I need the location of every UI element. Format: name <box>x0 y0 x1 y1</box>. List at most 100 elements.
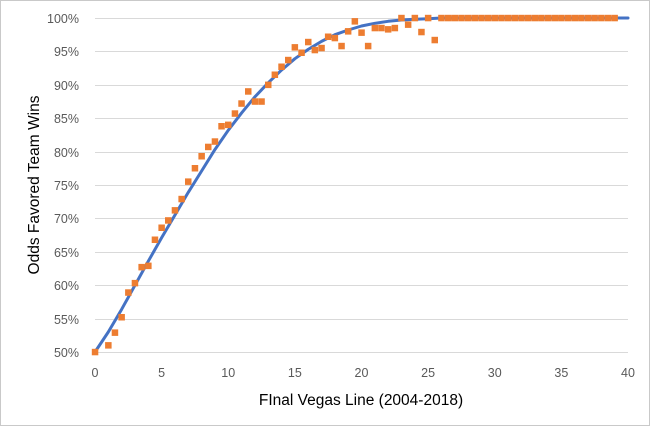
data-point <box>271 71 279 78</box>
data-point <box>604 14 612 22</box>
data-point <box>358 29 365 36</box>
y-tick-label: 50% <box>54 346 79 360</box>
y-tick-label: 95% <box>54 45 79 59</box>
data-point <box>364 42 372 50</box>
data-point <box>125 289 132 296</box>
data-point <box>544 14 552 22</box>
data-point <box>484 14 492 22</box>
data-point <box>111 329 119 336</box>
data-point <box>464 14 472 22</box>
data-point <box>571 14 578 22</box>
data-point <box>165 217 172 224</box>
y-tick-label: 100% <box>47 12 79 26</box>
y-tick-label: 75% <box>54 179 79 193</box>
data-point <box>151 236 159 243</box>
data-point <box>138 263 145 271</box>
y-tick-label: 70% <box>54 212 79 226</box>
data-point <box>225 121 232 129</box>
data-point <box>511 14 518 22</box>
x-tick-label: 15 <box>288 366 302 380</box>
data-point <box>591 14 598 22</box>
data-point <box>351 18 359 25</box>
data-point <box>105 342 112 349</box>
data-point <box>418 28 425 36</box>
data-points-series <box>91 14 618 356</box>
data-point <box>404 21 412 28</box>
data-point <box>491 14 498 22</box>
data-point <box>498 14 505 22</box>
data-point <box>391 24 399 32</box>
x-tick-label: 40 <box>621 366 635 380</box>
x-tick-label: 20 <box>355 366 369 380</box>
data-point <box>311 46 319 54</box>
x-axis-title: FInal Vegas Line (2004-2018) <box>259 392 463 409</box>
data-point <box>478 14 485 22</box>
data-point <box>158 224 165 231</box>
data-point <box>198 153 205 160</box>
x-tick-label: 35 <box>554 366 568 380</box>
y-tick-label: 90% <box>54 79 79 93</box>
data-point <box>411 14 419 22</box>
data-point <box>424 14 432 22</box>
data-point <box>211 138 219 145</box>
data-point <box>278 63 285 70</box>
data-point <box>178 195 185 203</box>
data-point <box>298 49 305 56</box>
data-point <box>398 14 405 22</box>
data-point <box>91 348 99 356</box>
y-axis-title: Odds Favored Team Wins <box>26 95 43 274</box>
data-point <box>305 38 312 46</box>
y-tick-label: 85% <box>54 112 79 126</box>
gridlines <box>95 18 628 320</box>
data-point <box>291 44 299 51</box>
data-point <box>551 14 558 22</box>
data-point <box>344 28 352 35</box>
data-point <box>438 14 445 22</box>
data-point <box>384 26 392 33</box>
data-point <box>285 56 292 64</box>
y-tick-labels: 50% 55% 60% 65% 70% 75% 80% 85% 90% 95% 100% <box>47 12 79 360</box>
x-tick-label: 10 <box>221 366 235 380</box>
data-point <box>145 262 152 270</box>
data-point <box>171 207 179 214</box>
y-tick-label: 80% <box>54 146 79 160</box>
data-point <box>518 14 525 22</box>
data-point <box>451 14 458 22</box>
data-point <box>538 14 545 22</box>
x-tick-labels: 0 5 10 15 20 25 30 35 40 <box>92 366 635 380</box>
data-point <box>471 14 478 22</box>
data-point <box>131 279 139 287</box>
y-tick-label: 55% <box>54 313 79 327</box>
data-point <box>584 14 592 22</box>
data-point <box>238 100 245 107</box>
data-point <box>258 98 265 105</box>
data-point <box>318 44 325 52</box>
data-point <box>118 314 125 321</box>
data-point <box>231 110 239 117</box>
x-tick-label: 0 <box>92 366 99 380</box>
data-point <box>218 123 225 130</box>
data-point <box>431 36 438 44</box>
data-point <box>504 14 512 22</box>
data-point <box>564 14 572 22</box>
data-point <box>531 14 538 22</box>
data-point <box>265 81 272 89</box>
data-point <box>578 14 585 22</box>
data-point <box>324 33 332 40</box>
data-point <box>191 165 199 172</box>
data-point <box>338 42 345 50</box>
data-point <box>611 14 618 22</box>
data-point <box>251 98 259 105</box>
x-tick-label: 5 <box>158 366 165 380</box>
data-point <box>524 14 532 22</box>
data-point <box>245 88 252 95</box>
data-point <box>458 14 465 22</box>
data-point <box>205 143 212 151</box>
x-tick-label: 25 <box>421 366 435 380</box>
data-point <box>598 14 605 22</box>
data-point <box>185 178 192 185</box>
y-tick-label: 65% <box>54 246 79 260</box>
x-tick-label: 30 <box>488 366 502 380</box>
